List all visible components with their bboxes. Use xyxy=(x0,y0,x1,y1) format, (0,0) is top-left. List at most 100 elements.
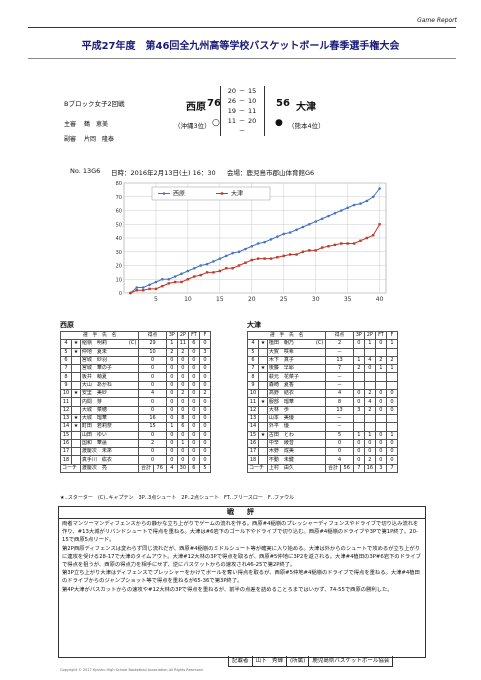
player-fouls: 0 xyxy=(385,447,399,457)
starter-mark xyxy=(71,438,81,449)
starter-mark xyxy=(71,380,81,391)
player-3p: 0 xyxy=(352,339,365,349)
q1-home: 20 xyxy=(227,87,236,95)
data-point xyxy=(333,211,337,215)
data-point xyxy=(282,254,285,258)
player-name-text: 仲地 夏未 xyxy=(81,348,107,355)
data-point xyxy=(346,242,349,245)
x-tick-label: 5 xyxy=(154,296,158,303)
player-ft: 0 xyxy=(187,380,200,391)
data-point xyxy=(218,257,222,260)
data-point xyxy=(339,209,343,212)
player-name-text: 宮城 華の子 xyxy=(81,365,112,372)
coach-label: コーチ xyxy=(247,463,268,474)
player-name-text: 板井 萌夏 xyxy=(81,373,107,380)
score-progress-chart: 0 10 20 30 40 50 60 70 80 5 10 15 20 25 30 35 40 西原 大津 xyxy=(112,177,392,305)
player-name-text: 渡慶次 未來 xyxy=(81,448,112,455)
player-ft: 6 xyxy=(187,339,200,349)
data-point xyxy=(161,277,164,281)
player-points: 8 xyxy=(325,397,354,407)
player-ft: 0 xyxy=(187,430,200,440)
total-points: 56 xyxy=(339,463,354,474)
player-2p xyxy=(363,413,376,424)
player-name-text: 中辛 綾音 xyxy=(268,440,294,446)
player-number: 10 xyxy=(246,389,260,399)
player-ft: 2 xyxy=(374,355,387,366)
table-row: 14 外平 優 － xyxy=(246,422,399,432)
data-point xyxy=(269,238,273,241)
player-3p: 0 xyxy=(352,397,365,407)
player-2p: 2 xyxy=(363,389,376,399)
player-name-text: 大賀 咲希 xyxy=(268,348,294,355)
series-line-1 xyxy=(130,188,381,294)
away-box-team-label: 大津 xyxy=(247,321,261,329)
player-points: 0 xyxy=(138,405,167,415)
starter-mark xyxy=(258,372,268,382)
home-coach-row: コーチ 渡慶次 亮合計 76 4 30 6 5 xyxy=(60,463,212,474)
data-point xyxy=(301,225,305,229)
starter-mark: ★ xyxy=(71,339,81,349)
table-row: 7 ★ 後藤 早耶 7 2 0 1 1 xyxy=(246,364,399,374)
data-point xyxy=(301,250,305,253)
player-name-text: 木野 成美 xyxy=(268,448,294,455)
data-point xyxy=(327,245,330,248)
player-name: 外平 優 xyxy=(266,422,327,432)
player-name-text: 山本 美優 xyxy=(268,415,294,422)
starter-mark xyxy=(71,430,81,440)
data-point xyxy=(212,260,215,263)
page-title: 平成27年度 第46回全九州高等学校バスケットボール春季選手権大会 xyxy=(81,41,400,52)
player-ft: 0 xyxy=(187,364,200,374)
data-point xyxy=(173,280,177,284)
player-number: 7 xyxy=(59,364,73,374)
commentary-text: 両者マンツーマンディフェンスからの静かな立ち上がりでゲームの流れを作る。西原#4… xyxy=(62,520,422,594)
player-ft: 0 xyxy=(374,397,387,407)
player-3p: 2 xyxy=(165,347,178,357)
header-3p: 3P xyxy=(165,330,178,341)
box-legend-note: ★‥スターター (C)‥キャプテン 3P‥3点シュート 2P‥2点シュート FT… xyxy=(60,495,295,501)
header-2p: 2P xyxy=(363,330,376,341)
starter-mark: ★ xyxy=(71,389,81,399)
home-header-row: 選 手 氏 名得点 3P 2P FT F xyxy=(59,330,212,341)
player-points: － xyxy=(325,422,354,432)
player-number: 5 xyxy=(59,347,73,357)
data-point xyxy=(199,264,202,267)
player-points: 2 xyxy=(325,339,354,349)
player-2p: 2 xyxy=(363,455,376,465)
home-box-score: 選 手 氏 名得点 3P 2P FT F 4 ★ 稲嶺 明莉 (C) 29 1 11 6 0 5 ★ 仲地 夏未… xyxy=(59,330,212,474)
table-row: 11 ★ 服部 瑠華 8 0 4 0 0 xyxy=(246,397,399,407)
player-3p: 0 xyxy=(165,364,178,374)
commentary-paragraph: 第3P立ち上がり大津はディフェンスでプレッシャーをかけてボールを奪い得点を取るが… xyxy=(62,570,420,585)
player-name-text: 森崎 夏香 xyxy=(268,381,294,388)
quarter-left-bracket xyxy=(220,86,221,136)
q3-home: 19 xyxy=(227,107,236,115)
player-fouls: 1 xyxy=(385,339,399,349)
player-name-text: 山田 ゆい xyxy=(81,431,107,438)
player-3p: 0 xyxy=(165,372,178,382)
player-points: － xyxy=(325,413,354,424)
y-tick-label: 60 xyxy=(116,209,122,215)
player-number: 9 xyxy=(246,380,260,391)
coach-name: 渡慶次 亮 xyxy=(79,463,140,474)
player-ft xyxy=(374,413,387,424)
player-2p: 0 xyxy=(363,447,376,457)
player-name-text: 大城 菜穂 xyxy=(81,406,107,413)
player-number: 8 xyxy=(246,372,260,382)
player-number: 12 xyxy=(246,405,260,415)
player-fouls: 2 xyxy=(198,389,212,399)
header-pts: 得点 xyxy=(325,330,354,341)
data-point xyxy=(148,283,151,287)
player-points: 13 xyxy=(325,355,354,366)
table-row: 15 山田 ゆい 0 0 0 0 0 xyxy=(59,430,212,440)
player-3p: 1 xyxy=(352,430,365,440)
player-ft: 0 xyxy=(187,389,200,399)
x-tick-label: 35 xyxy=(344,296,352,303)
table-row: 15 ★ 古田 とわ 5 1 1 0 1 xyxy=(246,430,399,440)
player-points: 0 xyxy=(138,455,167,465)
data-point xyxy=(276,256,279,259)
data-point xyxy=(333,243,337,247)
player-name: 仲地 夏未 xyxy=(79,347,140,357)
player-name-text: 木下 真子 xyxy=(268,357,294,364)
data-point xyxy=(340,242,343,245)
player-3p xyxy=(352,413,365,424)
player-number: 17 xyxy=(246,447,260,457)
